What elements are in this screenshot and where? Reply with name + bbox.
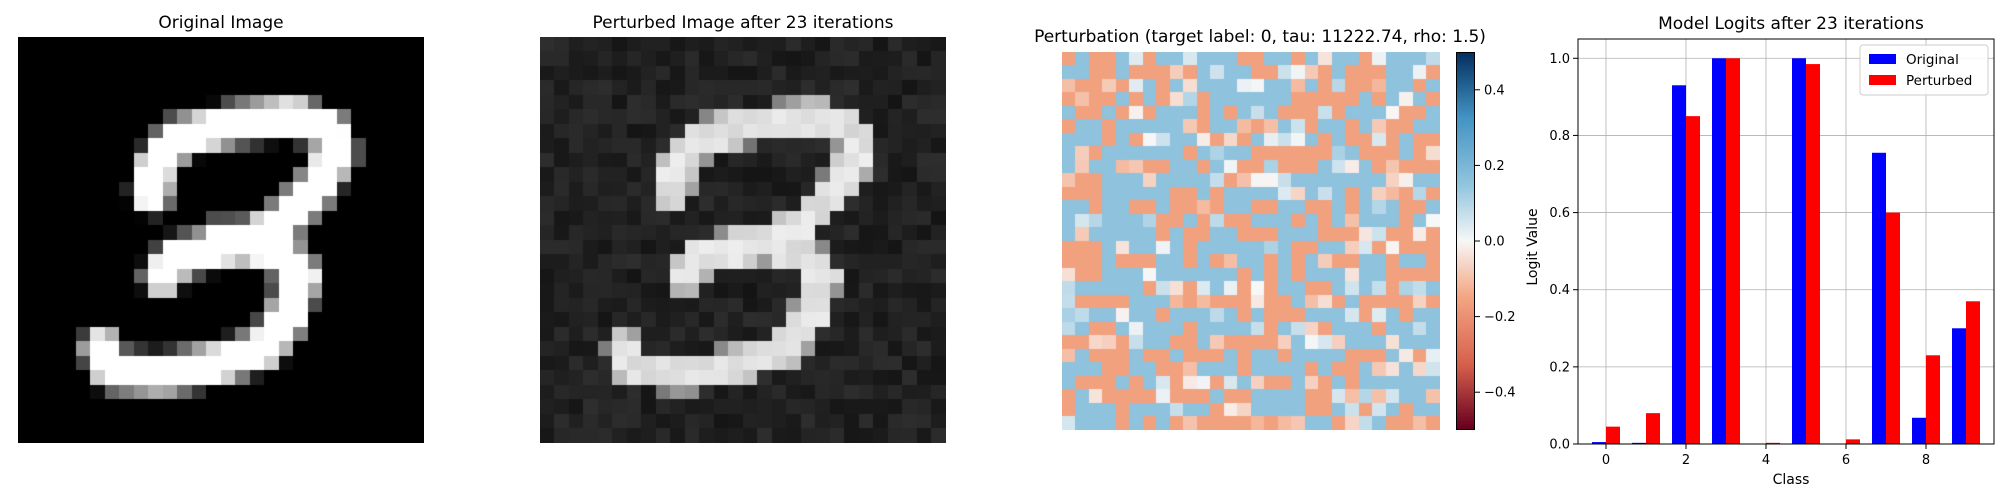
bar-original-class-2	[1672, 85, 1686, 445]
bar-perturbed-class-2	[1686, 116, 1700, 445]
bar-perturbed-class-8	[1926, 355, 1940, 444]
bar-original-class-1	[1632, 442, 1646, 444]
bar-perturbed-class-9	[1966, 301, 1980, 444]
bar-original-class-0	[1592, 442, 1606, 444]
legend-label-perturbed: Perturbed	[1906, 73, 1972, 89]
x-tick-label: 0	[1602, 453, 1610, 468]
colorbar	[1456, 52, 1475, 430]
colorbar-tick-label: −0.2	[1484, 310, 1516, 325]
plot-frame	[1577, 38, 1995, 445]
perturbation-heatmap	[1062, 52, 1440, 430]
y-tick-label: 0.4	[1549, 283, 1570, 298]
perturbed-image-title: Perturbed Image after 23 iterations	[592, 13, 894, 33]
chart-legend: Original Perturbed	[1859, 44, 1989, 96]
legend-label-original: Original	[1906, 52, 1959, 68]
x-axis-label: Class	[1773, 472, 1810, 488]
bar-perturbed-class-6	[1846, 439, 1860, 444]
x-tick-label: 8	[1922, 453, 1930, 468]
y-tick-label: 1.0	[1549, 52, 1570, 67]
bar-original-class-8	[1912, 417, 1926, 444]
bar-perturbed-class-4	[1766, 442, 1780, 444]
bar-original-class-7	[1872, 152, 1886, 445]
colorbar-tick-label: 0.4	[1484, 83, 1505, 98]
bar-perturbed-class-3	[1726, 58, 1740, 445]
perturbed-digit-image	[540, 37, 946, 443]
bar-original-class-5	[1792, 58, 1806, 445]
y-tick-label: 0.8	[1549, 129, 1570, 144]
y-tick-label: 0.2	[1549, 360, 1570, 375]
bar-perturbed-class-0	[1606, 426, 1620, 444]
colorbar-tick-label: −0.4	[1484, 386, 1516, 401]
x-tick-label: 2	[1682, 453, 1690, 468]
bar-original-class-9	[1952, 328, 1966, 444]
y-tick-label: 0.0	[1549, 438, 1570, 453]
y-axis-label: Logit Value	[1525, 208, 1541, 285]
legend-swatch-original	[1869, 54, 1896, 64]
bar-original-class-3	[1712, 58, 1726, 445]
original-digit-image	[18, 37, 424, 443]
logits-chart-title: Model Logits after 23 iterations	[1658, 14, 1924, 34]
colorbar-ticks: 0.4 0.2 0.0 −0.2 −0.4	[1475, 83, 1516, 401]
x-tick-label: 4	[1762, 453, 1770, 468]
colorbar-tick-label: 0.2	[1484, 159, 1505, 174]
colorbar-tick-label: 0.0	[1484, 235, 1505, 250]
bar-perturbed-class-5	[1806, 64, 1820, 445]
original-image-title: Original Image	[158, 13, 284, 33]
chart-bars	[1592, 58, 1980, 445]
perturbation-title: Perturbation (target label: 0, tau: 1122…	[1034, 27, 1486, 47]
chart-axes: 0.0 0.2 0.4 0.6 0.8 1.0 0 2 4 6 8	[1549, 38, 1995, 468]
legend-swatch-perturbed	[1869, 75, 1896, 85]
bar-perturbed-class-7	[1886, 212, 1900, 444]
y-tick-label: 0.6	[1549, 206, 1570, 221]
x-tick-label: 6	[1842, 453, 1850, 468]
bar-perturbed-class-1	[1646, 413, 1660, 444]
